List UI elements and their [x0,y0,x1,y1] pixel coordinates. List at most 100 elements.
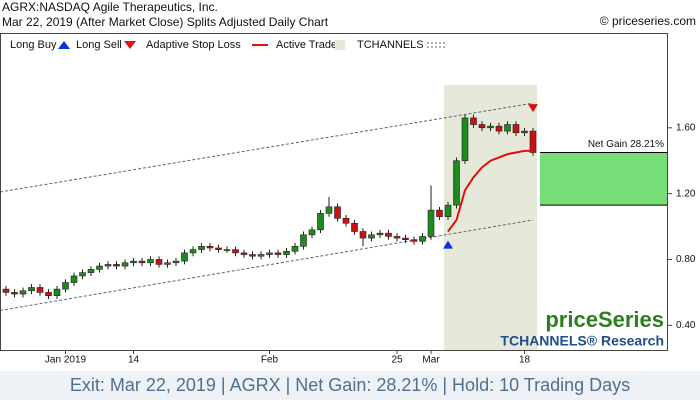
candle-body [385,232,392,237]
candle-body [504,124,511,132]
buy-arrow [443,240,453,249]
candle-body [11,292,18,295]
candle-body [470,117,477,125]
legend-label: TCHANNELS [357,39,424,51]
candle-body [351,222,358,232]
x-tick-label: Feb [261,355,279,366]
channel-line [0,102,534,193]
candle-body [172,260,180,264]
x-tick-label: 14 [128,355,140,366]
candle-body [206,246,214,249]
candle-body [181,252,188,262]
candle-body [2,288,10,293]
candle-body [317,213,324,231]
legend-active-swatch [335,40,345,50]
candle-body [147,259,154,264]
plot-area: 0.40 0.80 1.20 1.60 Jan 2019 14 Feb 25 Mar 18 Net … [0,85,696,366]
candle-body [189,249,197,254]
plot-frame [0,33,668,351]
candle-body [130,260,137,264]
legend-sell-arrow [124,41,136,49]
chart-subtitle: Mar 22, 2019 (After Market Close) Splits… [2,15,329,29]
candle-body [444,204,452,217]
legend-label: Long Sell [76,39,122,51]
x-tick-label: 18 [519,355,531,366]
candle-body [198,246,205,250]
candle-body [70,275,78,283]
candle-body [257,254,265,257]
candle-body [113,264,120,267]
candle-body [274,252,282,255]
candle-body [87,269,95,273]
candle-body [232,249,239,254]
candle-body [368,234,375,239]
candle-body [325,206,333,214]
candle-body [62,282,69,290]
legend-label: Active Trade [276,39,337,51]
legend-buy-arrow [58,41,70,49]
legend-label: Adaptive Stop Loss [146,39,241,51]
candle-body [45,292,52,296]
x-tick-label: Jan 2019 [45,355,87,366]
footer: Exit: Mar 22, 2019 | AGRX | Net Gain: 28… [70,375,630,395]
y-tick-label: 0.80 [676,254,696,265]
candle-body [453,160,460,206]
candle-body [529,130,537,153]
legend-label: Long Buy [10,39,57,51]
candle-body [53,288,61,296]
x-tick-label: Mar [422,355,440,366]
y-tick-label: 1.20 [676,188,696,199]
chart-title: AGRX:NASDAQ Agile Therapeutics, Inc. [2,0,218,14]
x-tick-label: 25 [391,355,403,366]
candle-body [240,252,248,255]
candle-body [495,125,503,132]
sell-arrow [528,104,538,113]
candle-body [478,124,486,129]
candle-body [359,231,367,239]
candle-body [300,234,307,247]
candle-body [461,117,469,162]
candle-body [402,237,409,241]
footer-band [0,371,700,400]
candle-body [410,239,418,242]
candle-body [223,249,231,251]
candle-body [155,259,163,265]
candle-body [291,246,299,252]
candle-body [419,236,426,242]
y-tick-label: 1.60 [676,122,696,133]
candle-body [436,209,443,217]
candle-body [334,206,341,219]
candle-body [266,252,273,255]
candle-body [376,232,384,236]
candle-body [164,262,171,265]
candle-body [283,250,290,255]
net-gain-box [540,152,668,206]
candle-body [215,247,222,250]
candle-body [79,272,86,277]
candle-body [104,264,112,267]
candle-body [138,260,146,264]
candle-body [393,236,401,239]
candle-body [521,130,528,134]
channel-line [0,219,534,311]
candle-body [487,125,494,129]
watermark-brand: priceSeries [545,307,664,332]
candle-body [96,265,103,270]
net-gain-label: Net Gain 28.21% [588,139,664,150]
candle-body [308,229,316,236]
stop-loss-line [447,149,533,233]
legend-box [1,34,451,56]
candle-body [342,218,350,224]
legend: Long Buy Long Sell Adaptive Stop Loss Ac… [1,34,451,56]
candle-body [19,290,27,295]
candle-body [512,124,520,134]
y-tick-label: 0.40 [676,320,696,331]
candle-body [121,262,129,267]
candle-body [28,287,35,292]
candle-body [249,254,256,257]
candle-body [36,287,44,293]
watermark-research: TCHANNELS® Research [500,333,664,349]
copyright: © priceseries.com [600,14,696,28]
candle-body [427,209,435,237]
